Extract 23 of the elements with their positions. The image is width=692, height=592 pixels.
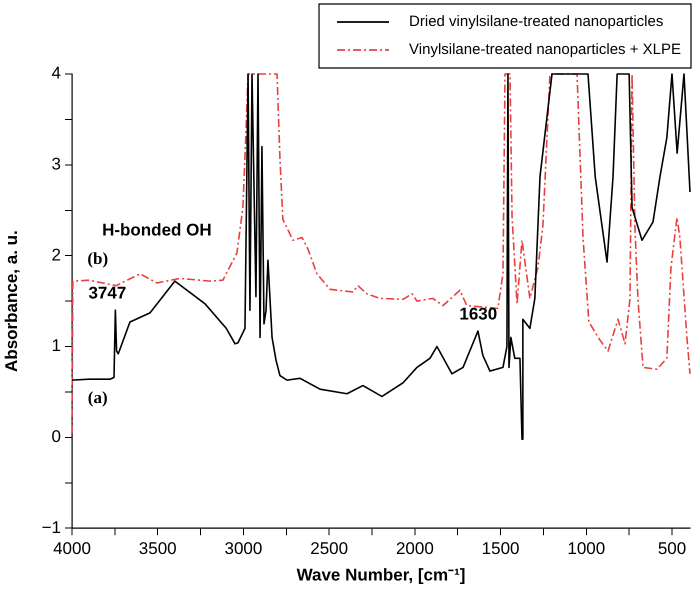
y-axis-title: Absorbance, a. u. — [2, 230, 21, 372]
y-tick-label: 3 — [52, 154, 61, 174]
y-tick-label: 0 — [52, 427, 61, 446]
y-tick-label: −1 — [42, 518, 61, 537]
legend-label: Vinylsilane-treated nanoparticles + XLPE — [409, 41, 682, 58]
x-axis-title: Wave Number, [cm⁻¹] — [296, 565, 466, 584]
y-tick-label: 2 — [52, 245, 61, 264]
x-tick-label: 1000 — [567, 539, 606, 558]
annotation: 3747 — [88, 283, 126, 302]
annotation: 1630 — [459, 304, 498, 324]
y-tick-label: 1 — [52, 336, 61, 356]
x-tick-label: 3000 — [224, 539, 262, 558]
x-tick-label: 500 — [658, 539, 686, 558]
x-tick-label: 4000 — [53, 539, 91, 558]
x-tick-label: 2000 — [396, 539, 434, 558]
annotation: (b) — [87, 249, 108, 268]
x-tick-label: 3500 — [138, 539, 177, 558]
annotation: (a) — [88, 388, 108, 408]
x-tick-label: 1500 — [482, 539, 520, 558]
annotation: H-bonded OH — [102, 220, 212, 240]
x-tick-label: 2500 — [310, 539, 348, 558]
y-tick-label: 4 — [52, 64, 61, 83]
legend-label: Dried vinylsilane-treated nanoparticles — [409, 13, 664, 30]
